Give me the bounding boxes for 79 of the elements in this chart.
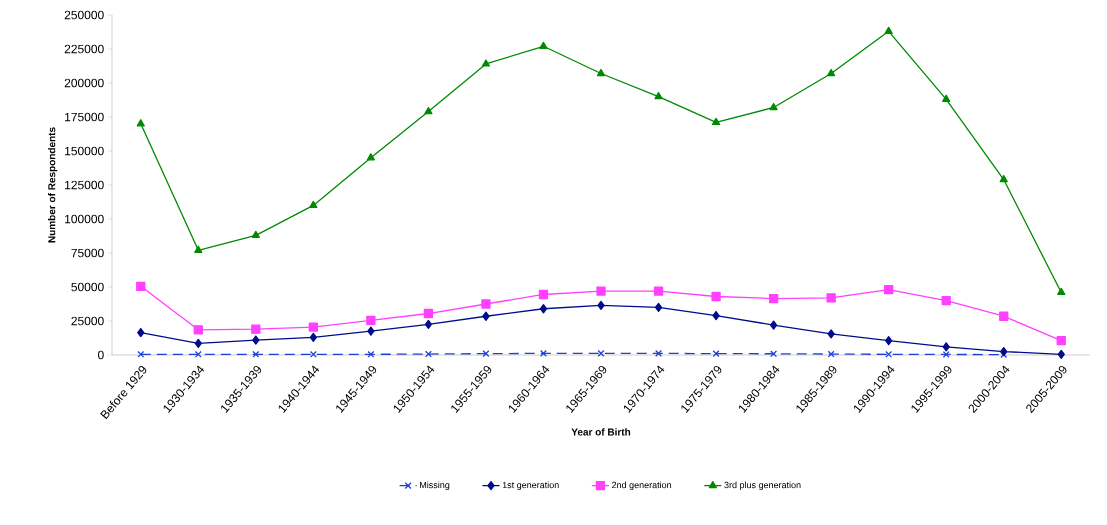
point bbox=[424, 106, 433, 115]
point bbox=[366, 315, 376, 325]
point bbox=[309, 332, 318, 342]
point bbox=[770, 350, 778, 358]
point bbox=[827, 329, 835, 339]
y-tick-label: 75000 bbox=[71, 248, 104, 258]
point bbox=[942, 350, 950, 358]
point bbox=[1057, 349, 1065, 359]
point bbox=[999, 311, 1009, 321]
point bbox=[367, 350, 375, 358]
legend-label: 1st generation bbox=[502, 481, 559, 490]
point bbox=[653, 286, 664, 296]
legend-label: Missing bbox=[420, 481, 450, 490]
point bbox=[596, 286, 606, 296]
point bbox=[827, 68, 836, 77]
y-tick-label: 100000 bbox=[65, 214, 104, 224]
point bbox=[597, 349, 605, 357]
point bbox=[193, 325, 203, 335]
point bbox=[482, 311, 490, 321]
point bbox=[884, 285, 894, 295]
y-axis-title: Number of Respondents bbox=[47, 127, 58, 243]
x-axis-title: Year of Birth bbox=[571, 428, 631, 436]
point bbox=[826, 293, 836, 303]
point bbox=[711, 291, 721, 302]
point bbox=[768, 293, 779, 304]
point bbox=[482, 350, 490, 358]
point bbox=[1000, 346, 1008, 357]
point bbox=[194, 338, 202, 349]
y-tick-label: 50000 bbox=[71, 282, 104, 292]
point bbox=[424, 350, 432, 358]
point bbox=[596, 68, 606, 77]
point bbox=[136, 119, 145, 127]
point bbox=[711, 117, 721, 126]
point bbox=[884, 26, 893, 34]
point bbox=[309, 200, 318, 209]
y-tick-label: 175000 bbox=[65, 112, 104, 122]
y-tick-label: 150000 bbox=[65, 146, 104, 156]
point bbox=[366, 153, 375, 161]
point bbox=[136, 281, 146, 291]
point bbox=[540, 349, 547, 357]
point bbox=[769, 102, 778, 111]
point bbox=[251, 324, 261, 334]
y-tick-label: 125000 bbox=[65, 180, 104, 190]
legend-label: 2nd generation bbox=[612, 481, 672, 490]
point bbox=[769, 320, 778, 330]
point bbox=[539, 304, 548, 314]
point bbox=[251, 230, 260, 238]
point bbox=[423, 308, 434, 319]
y-tick-label: 200000 bbox=[64, 78, 104, 88]
point bbox=[538, 289, 549, 300]
point bbox=[137, 327, 145, 338]
point bbox=[712, 310, 720, 321]
point bbox=[654, 302, 663, 313]
point bbox=[597, 300, 605, 311]
point bbox=[999, 174, 1008, 183]
point bbox=[885, 336, 893, 346]
point bbox=[194, 245, 203, 253]
point bbox=[941, 295, 951, 306]
legend-label: 3rd plus generation bbox=[724, 481, 801, 490]
point bbox=[1056, 336, 1066, 346]
point bbox=[655, 349, 663, 357]
point bbox=[424, 319, 433, 330]
point bbox=[712, 350, 720, 358]
point bbox=[367, 326, 375, 336]
point bbox=[481, 59, 491, 67]
point bbox=[252, 350, 260, 358]
point bbox=[539, 41, 548, 49]
y-tick-label: 25000 bbox=[71, 316, 104, 326]
point bbox=[252, 335, 260, 345]
point bbox=[654, 91, 663, 100]
point bbox=[1057, 287, 1066, 296]
y-tick-label: 250000 bbox=[64, 10, 104, 20]
point bbox=[827, 350, 835, 358]
y-tick-label: 225000 bbox=[64, 44, 104, 54]
point bbox=[942, 94, 951, 102]
point bbox=[308, 322, 319, 332]
point bbox=[942, 342, 950, 352]
point bbox=[481, 299, 491, 309]
y-tick-label: 0 bbox=[98, 350, 104, 360]
